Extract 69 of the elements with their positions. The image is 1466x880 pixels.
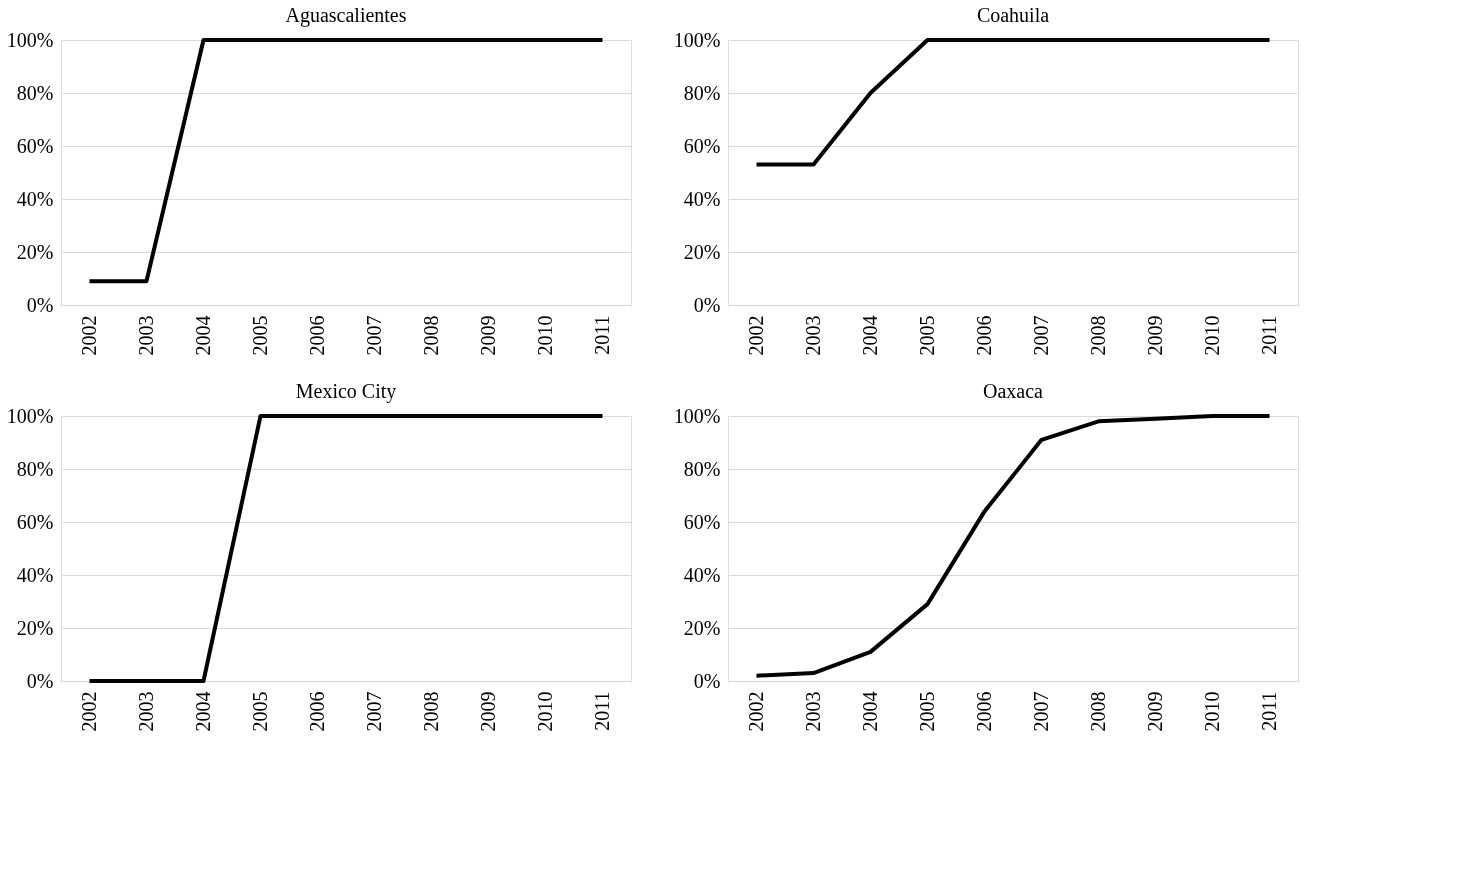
x-tick-label: 2003: [802, 315, 824, 356]
y-tick-label: 40%: [16, 563, 54, 586]
x-tick-label: 2003: [135, 691, 157, 732]
y-tick-label: 80%: [16, 81, 54, 104]
x-tick-label: 2002: [745, 691, 767, 732]
x-tick-label: 2002: [78, 315, 100, 356]
y-tick-label: 80%: [683, 81, 721, 104]
x-tick-label: 2004: [192, 315, 214, 356]
chart-title: Mexico City: [295, 380, 397, 403]
y-tick-label: 80%: [683, 457, 721, 480]
x-tick-label: 2005: [249, 315, 271, 356]
y-tick-label: 100%: [6, 28, 54, 51]
y-tick-label: 20%: [16, 240, 54, 263]
chart-title: Oaxaca: [983, 380, 1044, 402]
x-tick-label: 2009: [477, 691, 499, 732]
y-tick-label: 0%: [26, 669, 54, 692]
x-tick-label: 2008: [420, 315, 442, 356]
y-tick-label: 60%: [16, 510, 54, 533]
x-tick-label: 2003: [135, 315, 157, 356]
x-tick-label: 2003: [802, 691, 824, 732]
x-tick-label: 2006: [973, 315, 995, 356]
y-tick-label: 0%: [693, 293, 721, 316]
x-tick-label: 2009: [477, 315, 499, 356]
x-tick-label: 2010: [534, 315, 556, 356]
x-tick-label: 2005: [916, 691, 938, 732]
y-tick-label: 20%: [683, 240, 721, 263]
x-tick-label: 2004: [192, 691, 214, 732]
x-tick-label: 2011: [1258, 315, 1280, 355]
y-tick-label: 100%: [6, 404, 54, 427]
y-tick-label: 60%: [16, 134, 54, 157]
x-tick-label: 2008: [1087, 691, 1109, 732]
y-tick-label: 80%: [16, 457, 54, 480]
x-tick-label: 2010: [1201, 691, 1223, 732]
line-series: [754, 414, 1272, 678]
x-tick-label: 2009: [1144, 691, 1166, 732]
x-tick-label: 2008: [1087, 315, 1109, 356]
x-tick-label: 2004: [859, 691, 881, 732]
x-tick-label: 2011: [591, 315, 613, 355]
x-tick-label: 2002: [78, 691, 100, 732]
x-tick-label: 2004: [859, 315, 881, 356]
y-tick-label: 40%: [16, 187, 54, 210]
y-tick-label: 60%: [683, 510, 721, 533]
x-tick-label: 2007: [363, 315, 385, 356]
x-tick-label: 2008: [420, 691, 442, 732]
x-tick-label: 2007: [363, 691, 385, 732]
x-tick-label: 2002: [745, 315, 767, 356]
x-tick-label: 2005: [249, 691, 271, 732]
x-tick-label: 2006: [973, 691, 995, 732]
x-tick-label: 2009: [1144, 315, 1166, 356]
chart-title: Coahuila: [976, 4, 1050, 26]
x-tick-label: 2005: [916, 315, 938, 356]
x-tick-label: 2011: [591, 691, 613, 731]
x-tick-label: 2007: [1030, 315, 1052, 356]
x-tick-label: 2006: [306, 691, 328, 732]
y-tick-label: 0%: [26, 293, 54, 316]
y-tick-label: 20%: [16, 616, 54, 639]
y-tick-label: 40%: [683, 187, 721, 210]
y-tick-label: 40%: [683, 563, 721, 586]
y-tick-label: 20%: [683, 616, 721, 639]
y-tick-label: 100%: [673, 404, 721, 427]
y-tick-label: 60%: [683, 134, 721, 157]
x-tick-label: 2007: [1030, 691, 1052, 732]
y-tick-label: 0%: [693, 669, 721, 692]
y-tick-label: 100%: [673, 28, 721, 51]
x-tick-label: 2010: [534, 691, 556, 732]
x-tick-label: 2011: [1258, 691, 1280, 731]
x-tick-label: 2010: [1201, 315, 1223, 356]
chart-title: Aguascalientes: [285, 4, 407, 27]
x-tick-label: 2006: [306, 315, 328, 356]
